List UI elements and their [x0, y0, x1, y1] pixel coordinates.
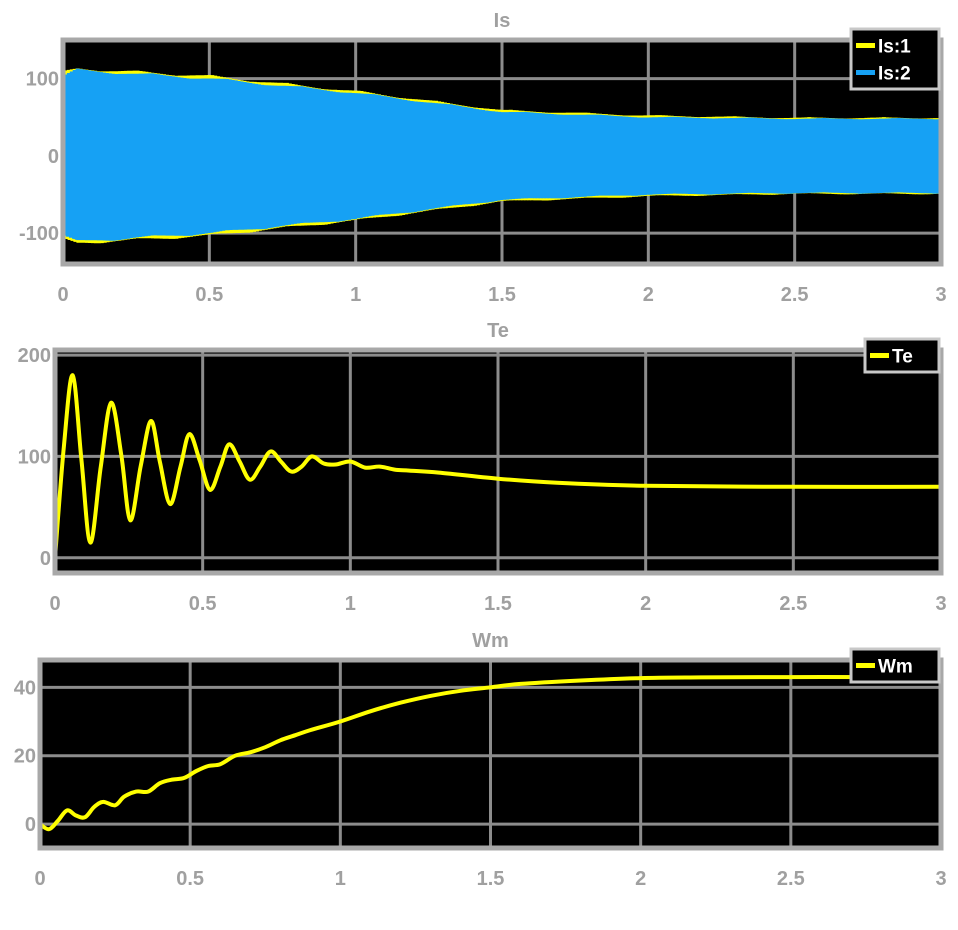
te-series-te — [55, 373, 941, 558]
wm-ytick-label-0: 0 — [25, 814, 36, 836]
is-title: Is — [494, 10, 511, 32]
is-axes-frame — [60, 37, 944, 267]
wm-plot: Wm 0 0.5 1 1.5 2 2.5 3 0 20 40 Wm — [14, 630, 947, 890]
wm-xtick-label-2: 1 — [335, 868, 346, 890]
te-axes-frame — [52, 347, 944, 576]
is-series-group — [63, 68, 941, 244]
te-title: Te — [487, 320, 509, 342]
te-series-group — [55, 373, 941, 558]
wm-title: Wm — [472, 630, 509, 652]
is-legend-label-is-1: Is:1 — [878, 37, 911, 58]
te-ytick-label-1: 100 — [18, 446, 51, 468]
te-xtick-label-5: 2.5 — [779, 593, 807, 615]
wm-xtick-label-5: 2.5 — [777, 868, 805, 890]
is-legend-box — [849, 27, 941, 91]
te-xtick-label-2: 1 — [345, 593, 356, 615]
wm-series-wm — [40, 675, 941, 832]
te-legend: Te — [863, 337, 941, 374]
te-plot: Te 0 0.5 1 1.5 2 2.5 3 0 100 200 Te — [18, 320, 947, 615]
is-ytick-label-1: 0 — [48, 146, 59, 168]
te-ytick-label-2: 200 — [18, 345, 51, 367]
wm-xtick-label-6: 3 — [935, 868, 946, 890]
is-series-is-2 — [63, 68, 941, 241]
te-xtick-label-3: 1.5 — [484, 593, 512, 615]
wm-ytick-label-1: 20 — [14, 746, 36, 768]
is-legend-label-is-2: Is:2 — [878, 64, 911, 85]
wm-xtick-label-4: 2 — [635, 868, 646, 890]
te-xtick-label-1: 0.5 — [189, 593, 217, 615]
is-xtick-label-4: 2 — [643, 284, 654, 306]
is-xtick-label-3: 1.5 — [488, 284, 516, 306]
is-xtick-label-0: 0 — [57, 284, 68, 306]
te-xtick-label-6: 3 — [935, 593, 946, 615]
is-xtick-label-2: 1 — [350, 284, 361, 306]
wm-series-group — [40, 675, 941, 832]
te-xtick-label-4: 2 — [640, 593, 651, 615]
wm-xtick-label-0: 0 — [34, 868, 45, 890]
is-ytick-label-2: 100 — [26, 69, 59, 91]
is-xtick-label-5: 2.5 — [781, 284, 809, 306]
wm-ytick-label-2: 40 — [14, 677, 36, 699]
is-plot: Is 0 0.5 1 1.5 2 2.5 3 -100 0 100 Is:1 Is:2 — [19, 10, 947, 306]
is-ytick-label-0: -100 — [19, 223, 59, 245]
wm-axes-frame — [37, 657, 944, 851]
is-xtick-label-1: 0.5 — [195, 284, 223, 306]
te-xtick-label-0: 0 — [49, 593, 60, 615]
wm-legend: Wm — [849, 647, 941, 684]
wm-xtick-label-3: 1.5 — [477, 868, 505, 890]
te-ytick-label-0: 0 — [40, 548, 51, 570]
te-legend-label-te: Te — [892, 347, 913, 368]
is-xtick-label-6: 3 — [935, 284, 946, 306]
wm-legend-label-wm: Wm — [878, 657, 913, 678]
wm-xtick-label-1: 0.5 — [176, 868, 204, 890]
is-legend: Is:1 Is:2 — [849, 27, 941, 91]
